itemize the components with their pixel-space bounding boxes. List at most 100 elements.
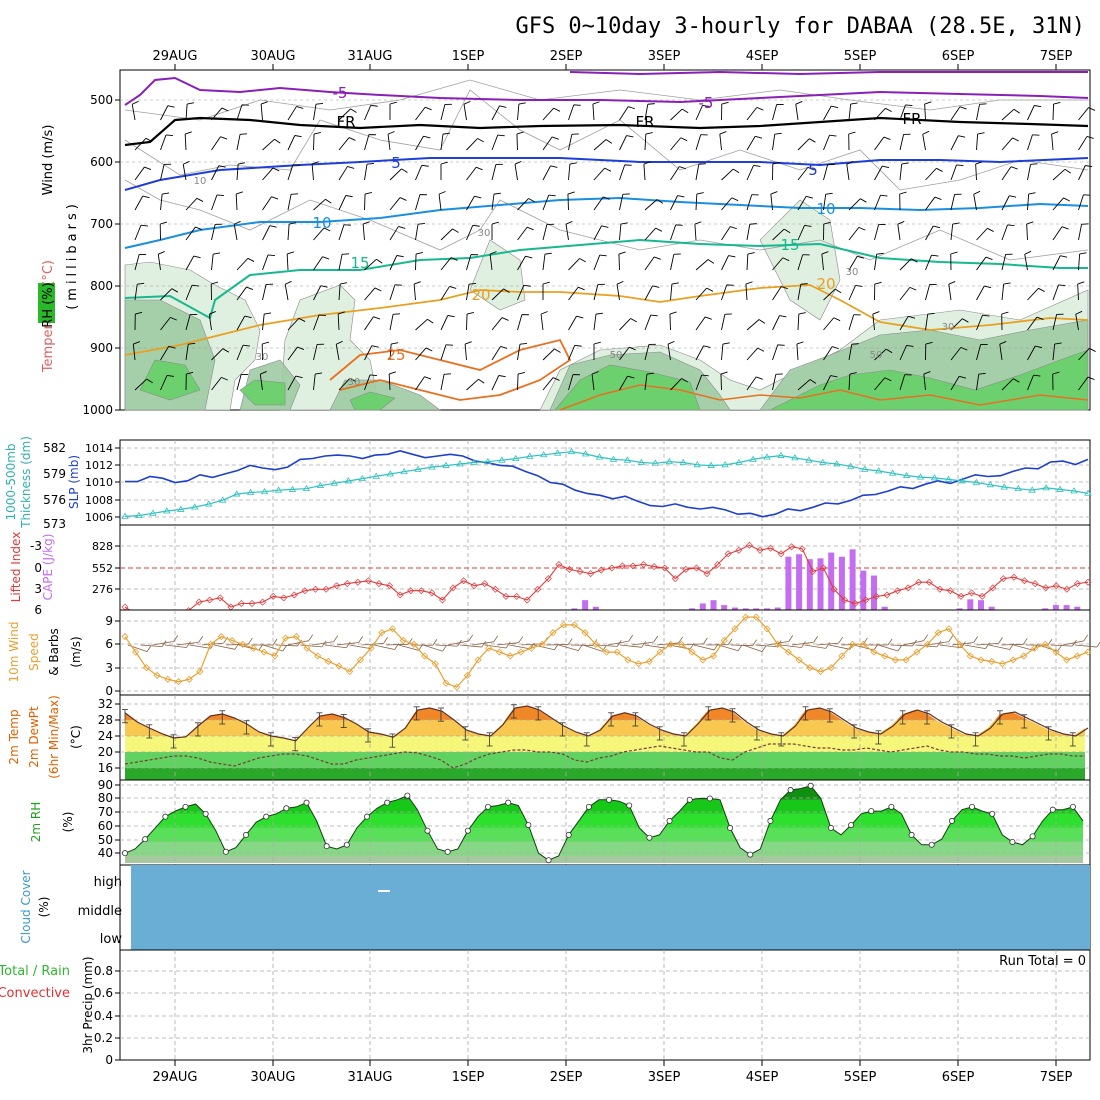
wind-speed-marker bbox=[506, 652, 514, 660]
wind-barb-flag bbox=[407, 638, 413, 645]
rh-marker bbox=[565, 831, 572, 838]
wind-barb bbox=[644, 314, 652, 331]
contour-15 bbox=[124, 238, 1088, 320]
cape-bar bbox=[796, 554, 803, 610]
lifted-index-marker bbox=[692, 564, 700, 572]
rh2m-ylabel: 2m RH bbox=[29, 802, 43, 843]
wind-barb-flag bbox=[999, 341, 1007, 345]
wind-barb-flag bbox=[745, 281, 753, 285]
cape-bar bbox=[699, 603, 706, 610]
wind-barb bbox=[361, 642, 384, 646]
wind-barb-flag bbox=[308, 634, 314, 641]
wind-barb-flag bbox=[796, 341, 804, 345]
wind-barb-flag bbox=[749, 223, 757, 225]
wind-speed-marker bbox=[378, 629, 386, 637]
wind-speed-marker bbox=[988, 657, 996, 666]
contour-label: 10 bbox=[312, 214, 331, 232]
wind-barb-flag bbox=[1077, 281, 1085, 285]
thickness-marker bbox=[735, 458, 743, 465]
lifted-index-marker bbox=[491, 585, 499, 593]
wind-barb-flag bbox=[320, 285, 328, 288]
wind-barb bbox=[797, 284, 802, 301]
wind-barb-flag bbox=[834, 288, 842, 294]
wind-barb bbox=[644, 644, 667, 649]
cape-bar bbox=[1052, 605, 1059, 610]
wind-barb bbox=[438, 194, 442, 211]
cape-bar bbox=[860, 570, 867, 610]
wind-barb bbox=[925, 314, 929, 331]
lifted-index-marker bbox=[661, 564, 669, 572]
wind-barb-flag bbox=[287, 251, 294, 255]
wind-barb-flag bbox=[499, 105, 507, 108]
wind-barb bbox=[140, 644, 163, 648]
wind-barb bbox=[491, 105, 500, 121]
wind-barb bbox=[415, 253, 417, 271]
wind-barb-flag bbox=[544, 252, 552, 255]
wind-barb bbox=[890, 644, 913, 647]
wind-barb bbox=[287, 106, 297, 121]
cape-panel: -3 0 3 6 828 552 276 Lifted Index CAPE (J/kg) bbox=[9, 524, 1092, 622]
wind-barb bbox=[797, 313, 800, 331]
wind-barb bbox=[1052, 103, 1055, 121]
wind-barb bbox=[746, 376, 757, 391]
wind-barb bbox=[1027, 374, 1034, 391]
cape-bar bbox=[774, 607, 781, 610]
wind-barb-flag bbox=[166, 374, 174, 377]
wind-barb-flag bbox=[481, 640, 487, 648]
wind-barb bbox=[616, 284, 620, 301]
wind-barb bbox=[730, 644, 753, 647]
wind-barb bbox=[644, 374, 648, 391]
lifted-index-marker bbox=[714, 560, 722, 568]
wind-barb-flag bbox=[1053, 101, 1061, 105]
wind-barb bbox=[160, 105, 169, 121]
wind-barb-flag bbox=[165, 134, 173, 137]
wind-barb bbox=[1001, 137, 1013, 151]
tick-label: 0 bbox=[105, 684, 113, 698]
rh-marker bbox=[303, 799, 310, 806]
cape-bar bbox=[881, 606, 888, 610]
wind-speed-marker bbox=[495, 648, 504, 656]
wind-speed-marker bbox=[891, 656, 899, 664]
wind-barb-flag bbox=[987, 227, 994, 232]
wind-barb bbox=[878, 644, 899, 652]
wind-barb-flag bbox=[876, 252, 884, 255]
thickness-marker bbox=[539, 451, 548, 458]
wind-barb-flag bbox=[187, 102, 195, 105]
wind-speed-marker bbox=[142, 664, 150, 672]
wind-barb-flag bbox=[838, 636, 843, 644]
wind-barb-flag bbox=[603, 196, 610, 200]
wind-barb-flag bbox=[438, 191, 446, 195]
wind-barb bbox=[619, 135, 627, 151]
wind-barb bbox=[772, 286, 782, 301]
cape-bar bbox=[956, 608, 963, 610]
wind-barb bbox=[364, 258, 377, 271]
wind-barb-flag bbox=[358, 636, 364, 643]
wind-barb bbox=[466, 254, 472, 271]
wind-barb-flag bbox=[489, 251, 497, 255]
wind-barb bbox=[364, 345, 373, 361]
wind-barb bbox=[160, 194, 163, 211]
wind-barb-flag bbox=[398, 226, 406, 229]
wind-barb bbox=[134, 137, 147, 151]
wind-barb-flag bbox=[681, 108, 689, 114]
dewpoint-line bbox=[124, 743, 1085, 769]
wind-barb-flag bbox=[703, 345, 711, 348]
wind-barb bbox=[927, 641, 949, 646]
wind-speed-marker bbox=[613, 648, 621, 656]
lifted-index-marker bbox=[925, 578, 933, 586]
wind-speed-marker bbox=[228, 636, 236, 645]
top-date-label: 30AUG bbox=[250, 49, 295, 64]
wind-barb bbox=[1027, 287, 1039, 301]
thickness-marker bbox=[149, 509, 157, 516]
wind-barb-flag bbox=[387, 131, 395, 135]
wind-barb-flag bbox=[846, 161, 854, 165]
thickness-marker bbox=[288, 485, 297, 492]
tick-label: 0.8 bbox=[94, 964, 113, 978]
lifted-index-marker bbox=[936, 585, 944, 593]
wind-barb-flag bbox=[497, 134, 505, 137]
wind-barb bbox=[823, 194, 827, 211]
wind-speed-marker bbox=[538, 640, 546, 648]
thickness-marker bbox=[609, 455, 618, 462]
thickness-marker bbox=[1000, 483, 1008, 490]
wind-barb-flag bbox=[186, 641, 191, 648]
